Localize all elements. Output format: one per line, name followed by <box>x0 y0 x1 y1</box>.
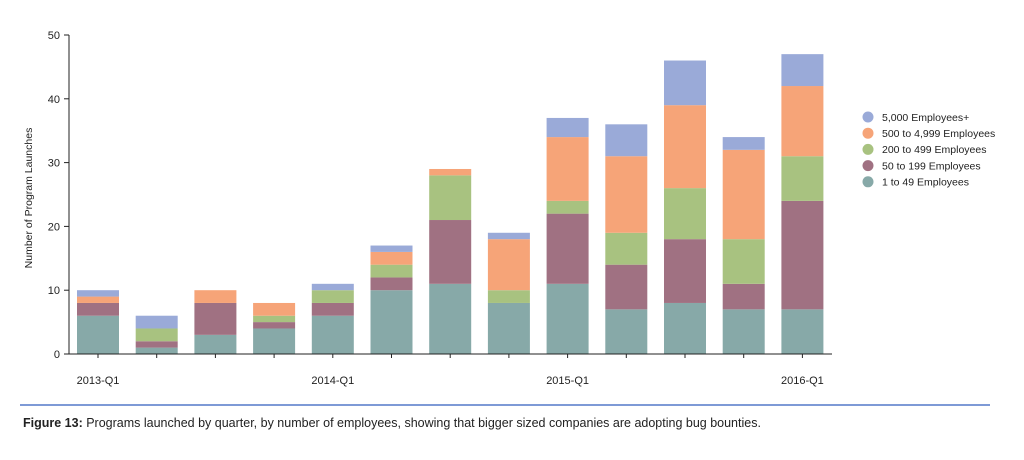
bar-segment <box>664 188 706 240</box>
bar-segment <box>664 239 706 303</box>
y-tick-label: 20 <box>48 221 60 233</box>
bar-segment <box>487 239 530 291</box>
legend-label: 200 to 499 Employees <box>882 144 987 156</box>
bar-segment <box>722 283 765 310</box>
bar-segment <box>487 290 530 303</box>
y-tick-label: 0 <box>54 349 60 361</box>
bar-segment <box>135 328 178 342</box>
bar-segment <box>253 322 296 329</box>
legend-label: 50 to 199 Employees <box>882 160 981 172</box>
caption-divider <box>20 404 990 406</box>
bar-segment <box>781 156 824 201</box>
bar-segment <box>253 315 296 323</box>
bar-segment <box>253 302 296 316</box>
y-tick-label: 10 <box>48 285 60 297</box>
bar-segment <box>429 220 472 284</box>
legend-swatch <box>862 143 874 155</box>
legend-label: 5,000 Employees+ <box>882 112 969 124</box>
bar-segment <box>781 200 824 310</box>
bar-segment <box>722 137 765 150</box>
y-tick-label: 50 <box>48 30 60 42</box>
bar-segment <box>487 302 530 354</box>
bar-segment <box>664 105 706 189</box>
legend-swatch <box>862 127 874 139</box>
bar-segment <box>194 334 237 354</box>
caption-label: Figure 13: <box>23 416 83 430</box>
bar-segment <box>429 168 472 176</box>
bar-segment <box>722 149 765 240</box>
bar-segment <box>77 290 119 297</box>
legend-label: 500 to 4,999 Employees <box>882 128 995 140</box>
stacked-bar-chart: Number of Program Launches 0 10 20 30 40 50 2… <box>23 30 995 387</box>
legend-label: 1 to 49 Employees <box>882 177 969 189</box>
bar-segment <box>546 213 589 284</box>
bar-segment <box>429 283 472 354</box>
bar-segment <box>605 232 648 265</box>
bar-segment <box>605 156 648 233</box>
bar-segment <box>311 290 354 303</box>
bar-segment <box>546 137 589 201</box>
bar-segment <box>253 328 296 354</box>
bar-segment <box>77 315 119 354</box>
caption-text: Programs launched by quarter, by number … <box>82 416 761 430</box>
bar-segment <box>722 239 765 284</box>
bar-segment <box>311 302 354 316</box>
legend-swatch <box>862 111 874 123</box>
bar-segment <box>546 200 589 214</box>
bar-segment <box>605 309 648 354</box>
x-tick-label: 2014-Q1 <box>311 375 354 387</box>
bar-segment <box>429 175 472 221</box>
bar-segment <box>370 290 413 354</box>
bar-segment <box>605 264 648 310</box>
bar-segment <box>311 315 354 354</box>
x-tick-label: 2013-Q1 <box>77 375 120 387</box>
y-axis-title: Number of Program Launches <box>23 128 35 269</box>
x-tick-label: 2016-Q1 <box>781 375 824 387</box>
legend: 5,000 Employees+ 500 to 4,999 Employees 20… <box>862 111 995 189</box>
y-tick-label: 30 <box>48 158 60 170</box>
bar-segment <box>664 60 706 106</box>
bar-segment <box>370 251 413 265</box>
bar-segment <box>135 347 178 354</box>
x-axis-ticks: 2013-Q1 2014-Q1 2015-Q1 2016-Q1 <box>77 354 824 387</box>
bar-segment <box>135 341 178 348</box>
bar-segment <box>77 302 119 316</box>
bar-segment <box>546 283 589 354</box>
bar-segment <box>605 124 648 157</box>
legend-swatch <box>862 176 874 188</box>
bar-segment <box>781 54 824 87</box>
bar-segment <box>664 302 706 354</box>
bar-segment <box>370 264 413 278</box>
bar-segment <box>194 302 237 335</box>
bar-segment <box>722 309 765 354</box>
bar-segment <box>135 315 178 329</box>
y-tick-label: 40 <box>48 94 60 106</box>
bar-segment <box>77 296 119 303</box>
figure-caption: Figure 13: Programs launched by quarter,… <box>23 416 761 430</box>
bars-group <box>77 54 824 354</box>
legend-swatch <box>862 160 874 172</box>
bar-segment <box>487 232 530 240</box>
y-axis-ticks: 0 10 20 30 40 50 <box>48 30 69 361</box>
x-tick-label: 2015-Q1 <box>546 375 589 387</box>
bar-segment <box>311 283 354 291</box>
bar-segment <box>546 117 589 138</box>
bar-segment <box>194 290 237 303</box>
bar-segment <box>781 309 824 354</box>
bar-segment <box>781 86 824 157</box>
bar-segment <box>370 245 413 252</box>
bar-segment <box>370 277 413 291</box>
y-axis-title-group: Number of Program Launches <box>23 128 35 269</box>
